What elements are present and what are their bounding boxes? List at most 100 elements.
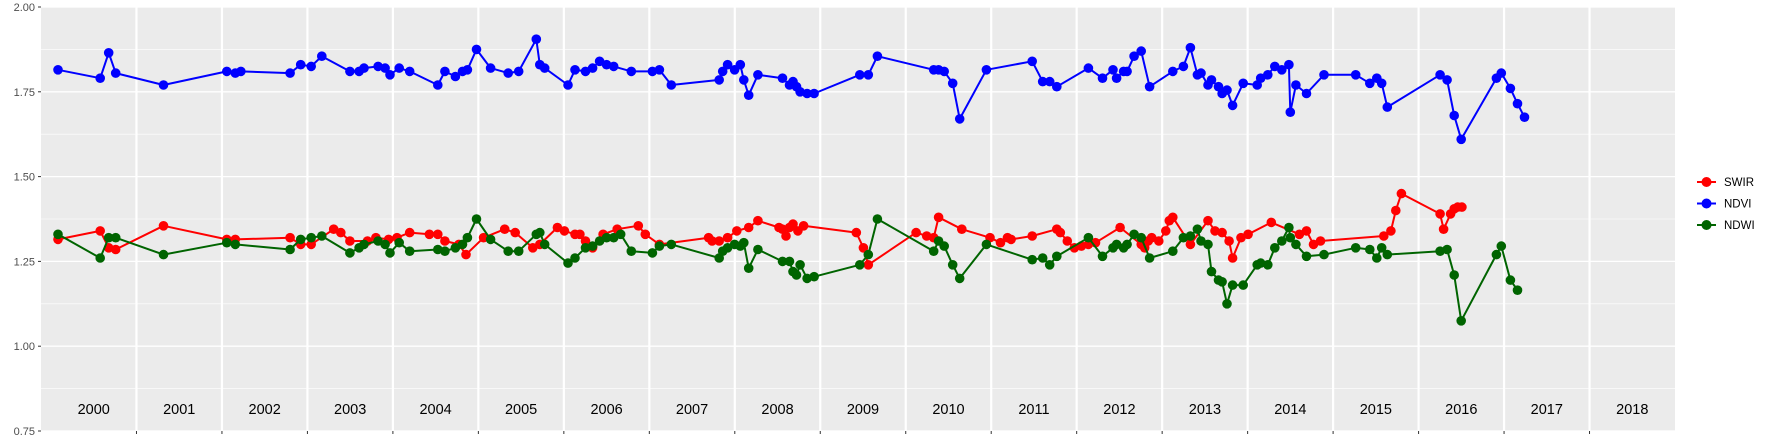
ndvi-point — [855, 70, 865, 80]
ndwi-point — [1496, 241, 1507, 251]
swir-point — [1379, 231, 1389, 241]
ndvi-point — [222, 66, 232, 77]
ndwi-point — [1185, 231, 1196, 241]
ndvi-point — [626, 66, 637, 77]
ndvi-point — [462, 65, 473, 75]
ndwi-point — [1376, 243, 1387, 253]
ndvi-point — [317, 51, 327, 61]
ndvi-point — [110, 68, 121, 78]
ndvi-point — [570, 65, 580, 75]
ndwi-point — [784, 256, 795, 267]
ndvi-point — [1382, 102, 1393, 112]
swir-point — [580, 236, 591, 246]
ndwi-point — [791, 270, 802, 280]
ndwi-point — [1284, 222, 1294, 233]
swir-point — [285, 232, 295, 243]
series-layer — [53, 34, 1530, 326]
ndwi-point — [626, 246, 637, 256]
grid — [41, 6, 1675, 432]
ndwi-point — [295, 234, 306, 245]
ndwi-point — [95, 253, 105, 263]
swir-point — [633, 221, 644, 231]
swir-point — [1217, 227, 1227, 238]
ndwi-point — [928, 246, 939, 256]
swir-point — [858, 243, 869, 253]
ndwi-point — [1192, 224, 1203, 234]
ndvi-point — [717, 66, 728, 77]
ndwi-point — [404, 246, 415, 256]
ndvi-point — [1284, 59, 1294, 70]
year-label: 2000 — [78, 402, 110, 418]
ndvi-point — [1168, 66, 1178, 77]
swir-point — [1438, 224, 1449, 234]
ndwi-point — [1277, 236, 1287, 246]
ndvi-point — [485, 63, 496, 73]
ndvi-point — [1027, 56, 1037, 67]
year-label: 2016 — [1445, 402, 1477, 418]
ndvi-point — [1111, 73, 1122, 83]
y-tick-label: 1.00 — [14, 341, 35, 353]
ndvi-point — [1519, 112, 1530, 122]
ndvi-point — [539, 63, 550, 73]
swir-point — [1224, 236, 1234, 246]
swir-point — [1435, 209, 1445, 219]
swir-point — [707, 236, 717, 246]
ndwi-point — [1122, 239, 1132, 250]
ndwi-point — [222, 237, 232, 248]
ndwi-point — [753, 244, 763, 255]
ndwi-point — [1263, 260, 1273, 270]
ndwi-point — [872, 214, 883, 224]
ndvi-point — [95, 73, 105, 83]
swir-point — [957, 224, 967, 234]
ndvi-point — [1196, 68, 1206, 78]
ndvi-point — [1435, 70, 1445, 80]
swir-point — [933, 212, 944, 223]
swir-point — [1154, 236, 1164, 246]
swir-point — [798, 221, 809, 231]
ndvi-point — [714, 75, 724, 85]
ndwi-point — [1217, 277, 1227, 287]
year-labels: 2000 2001 2002 2003 2004 2005 2006 2007 2008 2009… — [78, 402, 1649, 418]
ndvi-point — [1144, 81, 1155, 92]
year-label: 2017 — [1531, 402, 1563, 418]
ndwi-point — [485, 234, 496, 245]
ndvi-point — [1505, 83, 1516, 94]
year-label: 2014 — [1274, 402, 1306, 418]
swir-point — [510, 227, 520, 238]
swir-point — [95, 226, 105, 236]
ndvi-point — [236, 66, 246, 77]
ndwi-point — [1365, 244, 1375, 255]
ndwi-point — [1285, 232, 1296, 243]
ndwi-point — [513, 246, 524, 256]
ndwi-point — [380, 239, 390, 250]
ndwi-point — [158, 249, 169, 260]
ndwi-point — [947, 260, 958, 270]
ndvi-point — [440, 66, 450, 77]
legend-label-ndwi: NDWI — [1724, 220, 1755, 232]
ndvi-point — [1238, 78, 1248, 89]
ndwi-point — [1168, 246, 1178, 256]
y-tick-label: 2.00 — [14, 2, 35, 14]
ndwi-point — [743, 263, 754, 274]
year-label: 2011 — [1018, 402, 1049, 418]
ndvi-point — [1291, 80, 1301, 90]
swir-point — [499, 224, 510, 234]
ndwi-point — [863, 249, 874, 260]
ndwi-point — [103, 232, 114, 243]
ndvi-point — [666, 80, 677, 90]
series-swir — [53, 188, 1467, 270]
year-label: 2003 — [334, 402, 366, 418]
year-label: 2008 — [761, 402, 793, 418]
swir-point — [1161, 226, 1171, 236]
ndvi-point — [1037, 76, 1048, 87]
legend: SWIR NDVI NDWI — [1697, 177, 1755, 232]
ndvi-point — [1108, 65, 1118, 75]
swir-point — [1203, 215, 1213, 226]
ndwi-point — [1319, 249, 1329, 260]
ndwi-point — [1350, 243, 1361, 253]
year-label: 2012 — [1103, 402, 1135, 418]
ndwi-point — [1136, 232, 1146, 243]
ndvi-point — [563, 80, 573, 90]
ndwi-point — [587, 241, 598, 251]
swir-point — [1027, 231, 1037, 241]
